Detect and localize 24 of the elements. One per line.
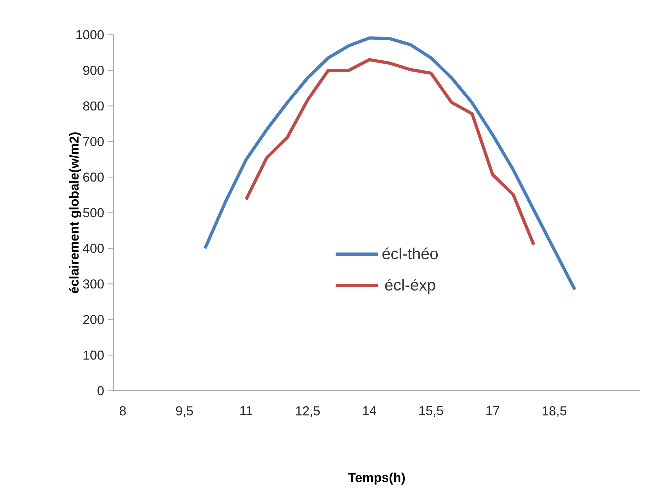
x-tick-label: 17: [486, 406, 500, 416]
y-tick-label: 900: [83, 66, 104, 76]
x-tick-label: 9,5: [176, 406, 194, 418]
x-tick-label: 18,5: [542, 406, 567, 418]
y-tick-label: 100: [84, 350, 104, 360]
x-tick-label: 11: [240, 406, 252, 416]
y-tick-label: 800: [83, 102, 104, 111]
x-tick-label: 15,5: [420, 406, 444, 418]
y-tick-label: 600: [84, 172, 104, 182]
y-tick-label: 300: [83, 280, 104, 289]
y-tick-label: 200: [84, 315, 104, 324]
legend-label: écl-théo: [382, 248, 438, 260]
x-tick-label: 14: [363, 406, 376, 416]
legend-label: écl-éxp: [385, 278, 436, 294]
y-tick-label: 400: [83, 244, 104, 254]
line-series: [244, 58, 536, 247]
y-tick-label: 0: [98, 386, 104, 396]
y-tick-label: 500: [83, 208, 104, 218]
x-axis-title: Temps(h): [348, 472, 406, 485]
y-axis-title: éclairement globale(w/m2): [69, 132, 82, 294]
x-tick-label: 12,5: [296, 406, 320, 418]
y-tick-label: 1000: [76, 30, 104, 40]
y-tick-label: 700: [84, 137, 104, 146]
x-tick-label: 8: [120, 406, 126, 416]
